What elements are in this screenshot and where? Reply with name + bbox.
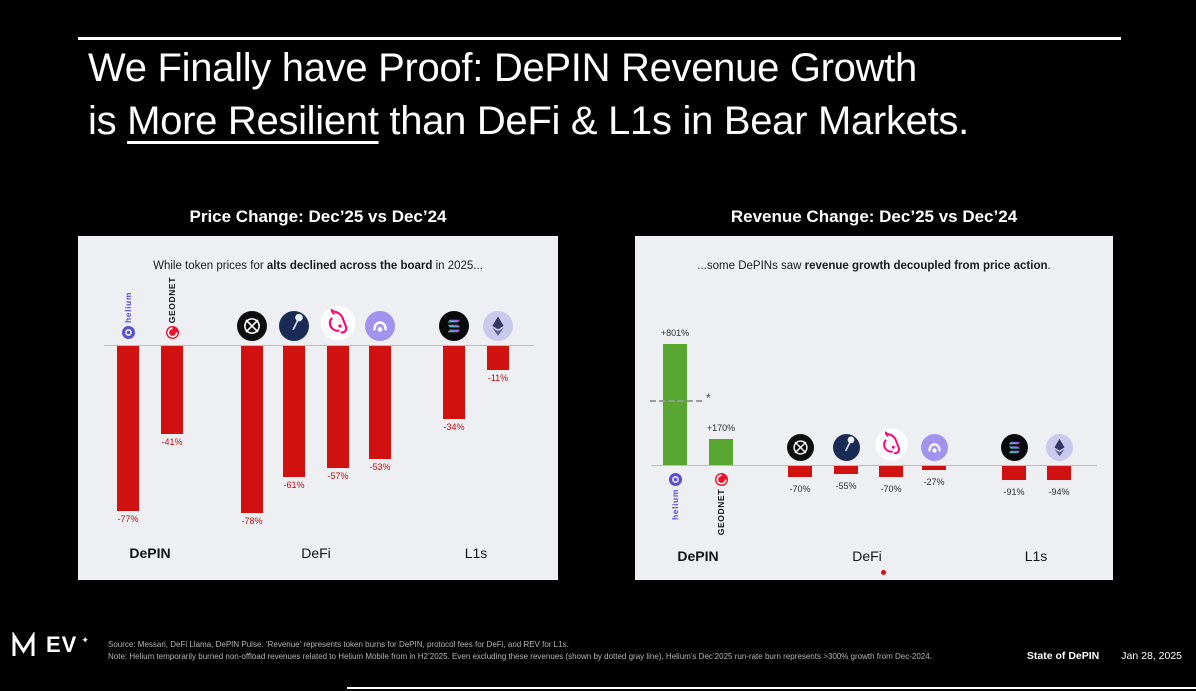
solana-icon [439, 311, 469, 341]
chart-baseline [651, 465, 1097, 466]
group-label-defi: DeFi [852, 548, 882, 564]
ev3-logo-star-icon: ✦ [81, 635, 89, 645]
defi-protocol-4-bar [922, 466, 946, 470]
value-label: -27% [923, 477, 945, 487]
black-circle-x-icon [786, 434, 814, 461]
geodnet-logo-text: GEODNET [716, 489, 726, 536]
defi-protocol-2-bar [283, 346, 305, 477]
report-name: State of DePIN [1026, 650, 1100, 662]
helium-bar [663, 344, 687, 465]
revenue-chart-title: Revenue Change: Dec’25 vs Dec’24 [730, 207, 1018, 226]
value-label: -53% [369, 462, 391, 472]
ev3-logo-text: EV [46, 632, 78, 657]
helium-logo: helium [120, 292, 136, 339]
price-card-subtitle: While token prices for alts declined acr… [78, 260, 558, 272]
value-label: -41% [161, 437, 183, 447]
defi-protocol-4-bar [369, 346, 391, 459]
navy-gauge-icon [832, 434, 860, 461]
group-label-defi: DeFi [301, 545, 331, 561]
helium-logo: helium [667, 473, 683, 520]
group-label-l1s: L1s [464, 545, 488, 561]
helium-bar [117, 346, 139, 511]
geodnet-logo-text: GEODNET [167, 276, 177, 323]
chart-baseline [104, 345, 534, 346]
price-subtitle-bold: alts declined across the board [266, 260, 433, 272]
value-label: -34% [443, 422, 465, 432]
geodnet-logo: GEODNET [713, 473, 729, 535]
source-line: Source: Messari, DeFi Llama, DePIN Pulse… [108, 640, 569, 649]
geodnet-icon [165, 326, 179, 339]
navy-gauge-icon [279, 311, 309, 341]
solana-bar [443, 346, 465, 419]
report-date: Jan 28, 2025 [1121, 650, 1182, 662]
bottom-rule [347, 687, 1196, 689]
geodnet-bar [709, 439, 733, 465]
revenue-change-card: ...some DePINs saw revenue growth decoup… [635, 236, 1113, 580]
group-label-l1s: L1s [1024, 548, 1048, 564]
solana-icon [1000, 434, 1028, 461]
purple-round-icon [920, 434, 948, 461]
revenue-subtitle-prefix: ...some DePINs saw [697, 260, 805, 272]
slide-title: We Finally have Proof: DePIN Revenue Gro… [88, 42, 969, 148]
value-label: -61% [283, 480, 305, 490]
group-label-depin: DePIN [129, 545, 171, 561]
ev3-logo-mark-icon [10, 632, 40, 658]
geodnet-logo: GEODNET [164, 277, 180, 339]
price-change-card: While token prices for alts declined acr… [78, 236, 558, 580]
geodnet-bar [161, 346, 183, 434]
defi-protocol-2-bar [834, 466, 858, 474]
price-subtitle-prefix: While token prices for [153, 260, 267, 272]
helium-logo-text: helium [123, 292, 133, 323]
ethereum-icon [1045, 434, 1073, 461]
top-rule [78, 37, 1121, 40]
title-line2-underlined: More Resilient [127, 98, 379, 143]
footnotes: Source: Messari, DeFi Llama, DePIN Pulse… [108, 639, 998, 663]
uniswap-bar [879, 466, 903, 477]
revenue-card-subtitle: ...some DePINs saw revenue growth decoup… [635, 260, 1113, 272]
title-line1: We Finally have Proof: DePIN Revenue Gro… [88, 46, 917, 90]
group-label-depin: DePIN [677, 548, 719, 564]
value-label: +170% [706, 423, 736, 433]
uniswap-bar [327, 346, 349, 468]
footer-right: State of DePIN Jan 28, 2025 [1027, 650, 1182, 662]
red-dot [881, 570, 886, 575]
value-label: -78% [241, 516, 263, 526]
title-line2: is More Resilient than DeFi & L1s in Bea… [88, 99, 969, 143]
solana-bar [1002, 466, 1026, 480]
revenue-subtitle-bold: revenue growth decoupled from price acti… [804, 260, 1048, 272]
uniswap-icon [320, 305, 356, 341]
ethereum-bar [1047, 466, 1071, 480]
black-circle-x-icon [237, 311, 267, 341]
helium-logo-text: helium [670, 489, 680, 520]
title-line2-prefix: is [88, 98, 128, 143]
value-label: -77% [117, 514, 139, 524]
price-subtitle-suffix: in 2025... [432, 260, 483, 272]
value-label: -94% [1048, 487, 1070, 497]
defi-protocol-1-bar [241, 346, 263, 513]
excl-helium-mobile-dashed-line [650, 400, 702, 402]
title-line2-suffix: than DeFi & L1s in Bear Markets. [378, 98, 969, 143]
purple-round-icon [365, 311, 395, 341]
asterisk-annotation: * [706, 391, 711, 405]
revenue-subtitle-suffix: . [1047, 260, 1051, 272]
value-label: -55% [835, 481, 857, 491]
value-label: -70% [880, 484, 902, 494]
uniswap-icon [874, 428, 908, 461]
value-label: -11% [487, 373, 509, 383]
ethereum-icon [483, 311, 513, 341]
ethereum-bar [487, 346, 509, 370]
value-label: +801% [660, 328, 690, 338]
value-label: -57% [327, 471, 349, 481]
helium-icon [121, 326, 135, 339]
helium-icon [668, 473, 682, 486]
ev3-logo: EV ✦ [10, 632, 89, 658]
value-label: -91% [1003, 487, 1025, 497]
geodnet-icon [714, 473, 728, 486]
note-line: Note: Helium temporarily burned non-offl… [108, 652, 932, 661]
value-label: -70% [789, 484, 811, 494]
price-chart-title: Price Change: Dec’25 vs Dec’24 [189, 207, 447, 226]
defi-protocol-1-bar [788, 466, 812, 477]
